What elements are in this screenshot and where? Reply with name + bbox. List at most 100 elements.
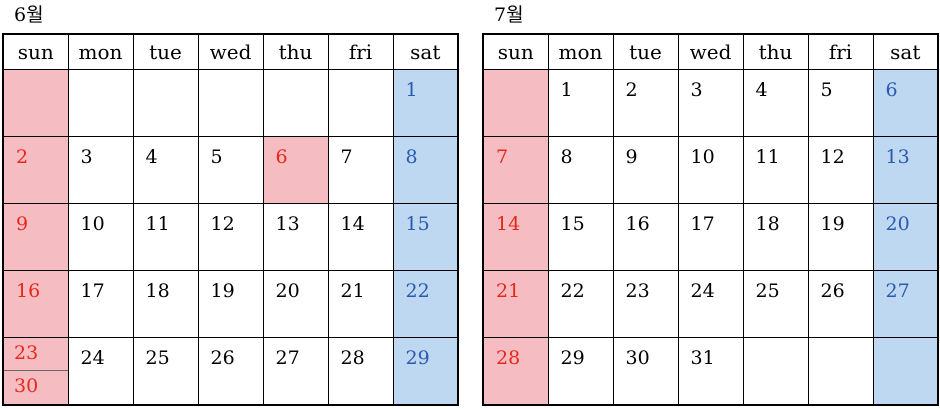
day-number: 17	[80, 280, 105, 302]
day-cell: 19	[197, 270, 264, 338]
day-cell: 17	[677, 203, 744, 271]
weekday-header-row: sun mon tue wed thu fri sat	[2, 33, 459, 70]
day-number: 1	[405, 79, 418, 101]
day-cell: 1	[392, 69, 459, 137]
day-number: 14	[496, 213, 521, 235]
weekday-tue: tue	[612, 33, 679, 70]
split-container: 23 30	[4, 338, 68, 404]
day-number: 15	[560, 213, 585, 235]
day-number: 24	[690, 280, 715, 302]
day-cell	[262, 69, 329, 137]
day-cell: 7	[327, 136, 394, 204]
weekday-header-row: sun mon tue wed thu fri sat	[482, 33, 939, 70]
day-number	[484, 70, 548, 78]
day-number: 29	[405, 347, 430, 369]
day-cell: 24	[677, 270, 744, 338]
week-row: 28 29 30 31	[482, 337, 939, 406]
day-cell: 4	[742, 69, 809, 137]
holiday-cell: 6	[262, 136, 329, 204]
day-cell: 27	[872, 270, 939, 338]
day-cell: 16	[2, 270, 69, 338]
day-cell: 14	[482, 203, 549, 271]
weekday-mon: mon	[67, 33, 134, 70]
day-cell	[807, 337, 874, 406]
day-number: 8	[405, 146, 418, 168]
day-cell	[872, 337, 939, 406]
day-number: 24	[80, 347, 105, 369]
day-cell: 25	[742, 270, 809, 338]
day-number: 26	[820, 280, 845, 302]
month-title-june: 6월	[14, 4, 44, 26]
day-number: 18	[145, 280, 170, 302]
day-number	[134, 70, 198, 78]
calendar-june: sun mon tue wed thu fri sat 1 2 3 4 5 6 …	[2, 33, 459, 406]
day-number: 18	[755, 213, 780, 235]
weekday-sat: sat	[392, 33, 459, 70]
day-number: 20	[275, 280, 300, 302]
weekday-sat: sat	[872, 33, 939, 70]
day-cell: 16	[612, 203, 679, 271]
day-number: 10	[690, 146, 715, 168]
day-number: 16	[625, 213, 650, 235]
day-number: 12	[210, 213, 235, 235]
day-number: 13	[885, 146, 910, 168]
day-cell: 14	[327, 203, 394, 271]
day-number: 7	[496, 146, 509, 168]
day-cell: 11	[132, 203, 199, 271]
day-number	[264, 70, 328, 78]
split-day-cell: 23 30	[2, 337, 69, 406]
day-number: 20	[885, 213, 910, 235]
day-number: 2	[625, 79, 638, 101]
weekday-wed: wed	[677, 33, 744, 70]
day-cell: 15	[392, 203, 459, 271]
day-cell: 13	[872, 136, 939, 204]
month-title-july: 7월	[494, 4, 524, 26]
weekday-wed: wed	[197, 33, 264, 70]
day-cell: 20	[262, 270, 329, 338]
day-number: 11	[755, 146, 780, 168]
day-cell: 10	[677, 136, 744, 204]
day-number: 9	[625, 146, 638, 168]
day-cell: 19	[807, 203, 874, 271]
day-cell	[482, 69, 549, 137]
weekday-fri: fri	[807, 33, 874, 70]
day-cell: 26	[807, 270, 874, 338]
week-row: 2 3 4 5 6 7 8	[2, 136, 459, 204]
day-cell: 12	[807, 136, 874, 204]
day-cell: 18	[132, 270, 199, 338]
day-number: 17	[690, 213, 715, 235]
day-number: 2	[16, 146, 29, 168]
day-cell: 2	[612, 69, 679, 137]
day-cell: 28	[327, 337, 394, 406]
weekday-thu: thu	[262, 33, 329, 70]
day-cell: 20	[872, 203, 939, 271]
day-number: 3	[690, 79, 703, 101]
day-number: 5	[820, 79, 833, 101]
day-cell: 22	[547, 270, 614, 338]
weekday-sun: sun	[482, 33, 549, 70]
day-cell: 25	[132, 337, 199, 406]
day-number	[874, 338, 938, 346]
week-row: 1	[2, 69, 459, 137]
day-number: 23	[4, 338, 68, 371]
week-row: 7 8 9 10 11 12 13	[482, 136, 939, 204]
day-cell	[327, 69, 394, 137]
day-cell: 8	[392, 136, 459, 204]
day-number: 22	[560, 280, 585, 302]
day-cell: 21	[327, 270, 394, 338]
day-number	[329, 70, 393, 78]
day-cell: 28	[482, 337, 549, 406]
day-number: 1	[560, 79, 573, 101]
day-number: 23	[625, 280, 650, 302]
day-cell: 27	[262, 337, 329, 406]
day-number	[69, 70, 133, 78]
day-number: 9	[16, 213, 29, 235]
day-number	[199, 70, 263, 78]
day-number: 8	[560, 146, 573, 168]
weekday-fri: fri	[327, 33, 394, 70]
day-number: 11	[145, 213, 170, 235]
weekday-tue: tue	[132, 33, 199, 70]
day-number: 26	[210, 347, 235, 369]
day-number: 14	[340, 213, 365, 235]
day-number: 28	[340, 347, 365, 369]
